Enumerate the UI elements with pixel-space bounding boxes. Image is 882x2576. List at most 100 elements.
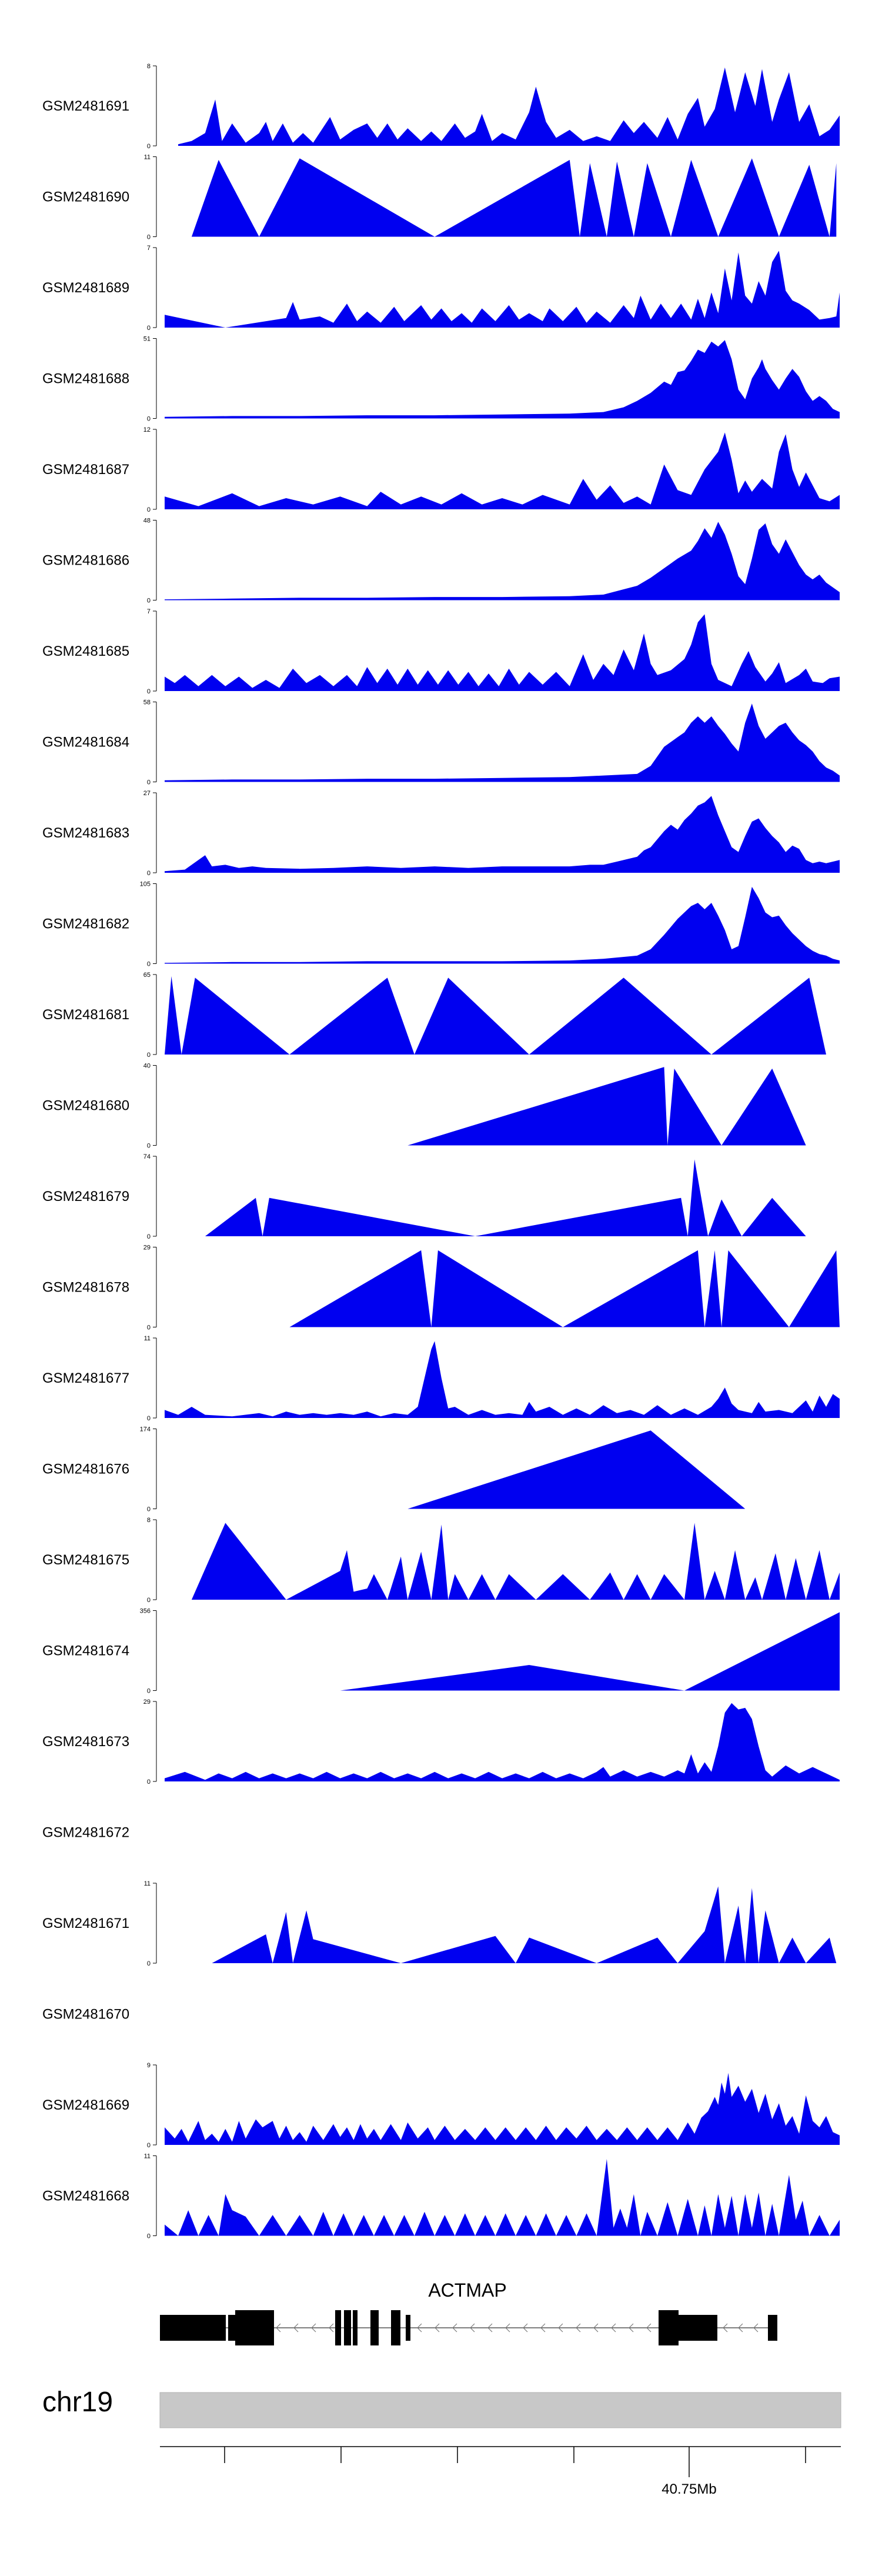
y-axis-min-label: 0 <box>147 1052 151 1059</box>
gene-model-actmap <box>160 2310 777 2345</box>
strand-arrow <box>329 2323 334 2333</box>
y-axis-max-label: 40 <box>143 1063 151 1070</box>
exon-block <box>235 2310 253 2345</box>
strand-arrow <box>738 2323 743 2333</box>
coverage-track: GSM2481685 7 0 <box>42 608 840 695</box>
strand-arrow <box>417 2323 422 2333</box>
coverage-track: GSM2481691 8 0 <box>42 63 840 150</box>
strand-arrow <box>523 2323 528 2333</box>
coverage-track: GSM2481684 58 0 <box>42 699 840 786</box>
y-axis-max-label: 8 <box>147 1517 151 1524</box>
track-label: GSM2481669 <box>42 2097 129 2113</box>
strand-arrow <box>540 2323 546 2333</box>
gene-name-label: ACTMAP <box>428 2280 506 2301</box>
chromosome-ideogram-band <box>159 2392 841 2428</box>
strand-arrow <box>452 2323 457 2333</box>
y-axis-max-label: 51 <box>143 336 151 343</box>
strand-arrow <box>753 2323 759 2333</box>
exon-block <box>391 2310 400 2345</box>
y-axis-min-label: 0 <box>147 1233 151 1240</box>
coverage-track: GSM2481677 11 0 <box>42 1335 840 1422</box>
y-axis-min-label: 0 <box>147 870 151 877</box>
strand-arrow <box>311 2323 316 2333</box>
track-label: GSM2481686 <box>42 553 129 569</box>
y-axis-max-label: 356 <box>140 1608 151 1615</box>
y-axis-max-label: 11 <box>144 154 151 161</box>
track-label: GSM2481689 <box>42 280 129 296</box>
coverage-area <box>165 251 840 328</box>
y-axis-max-label: 74 <box>143 1153 151 1160</box>
track-label: GSM2481688 <box>42 371 129 387</box>
exon-block <box>406 2315 410 2341</box>
track-label: GSM2481672 <box>42 1825 129 1841</box>
y-axis-max-label: 48 <box>143 518 151 525</box>
y-axis-min-label: 0 <box>147 325 151 332</box>
strand-arrow <box>723 2323 728 2333</box>
strand-arrow <box>558 2323 563 2333</box>
exon-block <box>353 2310 358 2345</box>
strand-arrow <box>505 2323 510 2333</box>
coverage-area <box>165 2073 840 2145</box>
coverage-area <box>212 1886 837 1963</box>
coverage-area <box>165 886 840 964</box>
exon-block <box>160 2315 226 2341</box>
strand-arrow <box>646 2323 652 2333</box>
coverage-area <box>165 1703 840 1781</box>
y-axis-min-label: 0 <box>147 598 151 605</box>
chromosome-label: chr19 <box>42 2387 113 2418</box>
y-axis-min-label: 0 <box>147 1324 151 1332</box>
y-axis-max-label: 11 <box>144 1880 151 1887</box>
coverage-area <box>165 703 840 782</box>
y-axis-min-label: 0 <box>147 1960 151 1967</box>
coverage-area <box>178 67 840 146</box>
exon-block <box>370 2310 379 2345</box>
coverage-track: GSM2481668 11 0 <box>42 2153 840 2240</box>
coverage-area <box>340 1612 840 1691</box>
coverage-track: GSM2481674 356 0 <box>42 1608 840 1695</box>
track-label: GSM2481685 <box>42 643 129 659</box>
ideogram-track: chr19 <box>42 2387 841 2428</box>
track-label: GSM2481676 <box>42 1461 129 1477</box>
exon-block <box>344 2310 351 2345</box>
y-axis-max-label: 29 <box>143 1699 151 1706</box>
strand-arrow <box>593 2323 599 2333</box>
coverage-track: GSM2481673 29 0 <box>42 1699 840 1786</box>
y-axis-min-label: 0 <box>147 1778 151 1786</box>
track-label: GSM2481678 <box>42 1280 129 1296</box>
y-axis-min-label: 0 <box>147 1597 151 1604</box>
y-axis-min-label: 0 <box>147 1143 151 1150</box>
exon-block <box>768 2315 777 2341</box>
coverage-area <box>165 976 826 1055</box>
track-label: GSM2481687 <box>42 462 129 478</box>
exon-block <box>679 2315 717 2341</box>
y-axis-min-label: 0 <box>147 779 151 786</box>
track-label: GSM2481671 <box>42 1916 129 1931</box>
strand-arrow <box>470 2323 475 2333</box>
coverage-track: GSM2481683 27 0 <box>42 790 840 877</box>
y-axis-min-label: 0 <box>147 416 151 423</box>
y-axis-min-label: 0 <box>147 234 151 241</box>
y-axis-max-label: 7 <box>147 245 151 252</box>
track-label: GSM2481674 <box>42 1643 129 1659</box>
track-label: GSM2481677 <box>42 1370 129 1386</box>
coverage-area <box>165 522 840 600</box>
y-axis-max-label: 58 <box>143 699 151 706</box>
coverage-track: GSM2481672 <box>42 1825 129 1841</box>
y-axis-min-label: 0 <box>147 1688 151 1695</box>
exon-block <box>253 2310 274 2345</box>
coverage-track: GSM2481671 11 0 <box>42 1880 837 1967</box>
y-axis-min-label: 0 <box>147 961 151 968</box>
track-label: GSM2481691 <box>42 98 129 114</box>
y-axis-max-label: 174 <box>140 1426 151 1433</box>
y-axis-min-label: 0 <box>147 688 151 695</box>
coverage-track: GSM2481682 105 0 <box>42 881 840 968</box>
track-label: GSM2481681 <box>42 1007 129 1023</box>
track-label: GSM2481690 <box>42 189 129 205</box>
y-axis-max-label: 12 <box>143 426 151 433</box>
coverage-track: GSM2481670 <box>42 2007 129 2023</box>
strand-arrow <box>435 2323 440 2333</box>
coverage-track: GSM2481687 12 0 <box>42 426 840 513</box>
strand-arrow <box>576 2323 581 2333</box>
strand-arrow <box>629 2323 634 2333</box>
strand-arrow <box>276 2323 281 2333</box>
